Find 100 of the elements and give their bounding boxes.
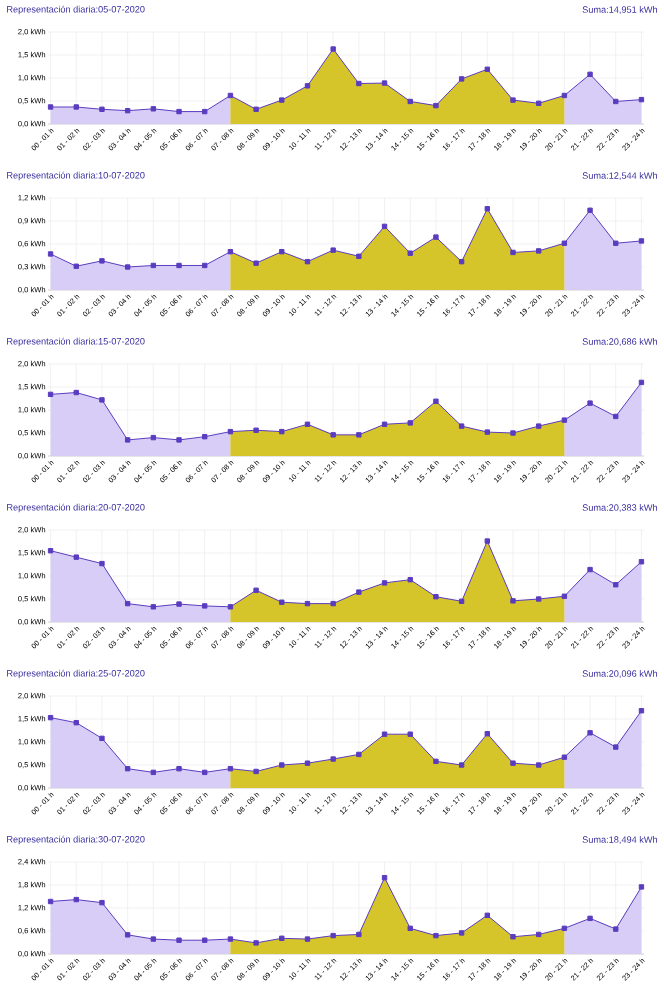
point xyxy=(202,769,208,776)
point xyxy=(202,937,208,943)
point xyxy=(587,730,593,736)
point xyxy=(202,262,208,269)
point xyxy=(587,71,593,78)
point xyxy=(330,756,336,762)
point xyxy=(407,98,413,105)
point xyxy=(202,108,208,115)
point xyxy=(381,731,388,737)
point xyxy=(253,587,259,593)
point xyxy=(613,582,619,588)
point xyxy=(433,234,439,240)
point xyxy=(535,423,542,429)
point xyxy=(227,936,234,942)
point xyxy=(484,206,490,212)
point xyxy=(356,80,362,87)
point xyxy=(407,250,413,256)
point xyxy=(613,240,619,246)
point xyxy=(73,554,79,560)
point xyxy=(433,758,439,765)
point xyxy=(535,596,542,602)
point xyxy=(381,875,388,881)
point xyxy=(253,427,259,433)
point xyxy=(561,593,568,599)
point xyxy=(535,248,542,254)
point xyxy=(73,896,79,903)
point xyxy=(356,589,362,595)
point xyxy=(47,104,54,110)
point xyxy=(47,548,54,554)
point xyxy=(356,931,362,938)
point xyxy=(561,925,568,932)
point xyxy=(330,932,336,939)
point xyxy=(510,934,516,940)
point xyxy=(279,428,285,435)
point xyxy=(304,936,311,942)
point xyxy=(561,417,568,423)
point xyxy=(381,421,388,427)
point xyxy=(484,66,490,72)
point xyxy=(356,751,362,758)
point xyxy=(227,766,234,772)
point xyxy=(433,594,439,600)
point xyxy=(510,760,516,766)
point xyxy=(99,106,105,112)
point xyxy=(227,248,234,255)
point xyxy=(279,935,285,941)
point xyxy=(304,83,311,89)
point xyxy=(73,104,79,110)
point xyxy=(587,566,593,573)
point xyxy=(510,97,516,103)
point xyxy=(458,598,465,604)
point xyxy=(458,76,465,82)
point xyxy=(99,735,105,742)
point xyxy=(510,430,516,436)
point xyxy=(73,389,79,396)
point xyxy=(124,264,131,270)
point xyxy=(561,240,568,246)
point xyxy=(561,754,568,760)
point xyxy=(535,931,542,938)
point xyxy=(638,238,645,244)
point xyxy=(124,766,131,772)
point xyxy=(433,102,439,109)
point xyxy=(253,106,259,112)
point xyxy=(150,434,157,441)
point xyxy=(484,429,490,435)
point xyxy=(613,98,619,105)
point xyxy=(99,258,105,264)
point xyxy=(99,397,105,403)
point xyxy=(150,604,157,610)
point xyxy=(330,600,336,607)
point xyxy=(99,560,105,567)
point xyxy=(535,762,542,768)
point xyxy=(279,248,285,255)
point xyxy=(535,100,542,106)
point xyxy=(587,207,593,213)
point xyxy=(638,884,645,890)
point xyxy=(176,766,182,772)
point xyxy=(73,720,79,726)
point xyxy=(587,400,593,406)
point xyxy=(330,46,336,52)
point xyxy=(587,915,593,922)
point xyxy=(176,601,182,607)
point xyxy=(99,899,105,906)
point xyxy=(253,260,259,266)
point xyxy=(279,599,285,605)
point xyxy=(150,936,157,942)
point xyxy=(458,762,465,768)
point xyxy=(330,432,336,438)
point xyxy=(150,106,157,112)
point xyxy=(381,80,388,86)
point xyxy=(279,762,285,768)
point xyxy=(638,559,645,565)
point xyxy=(458,423,465,429)
point xyxy=(47,251,54,257)
point xyxy=(407,925,413,932)
point xyxy=(176,262,182,269)
point xyxy=(407,576,413,583)
point xyxy=(407,420,413,426)
point xyxy=(176,108,182,115)
point xyxy=(176,937,182,943)
point xyxy=(73,263,79,269)
